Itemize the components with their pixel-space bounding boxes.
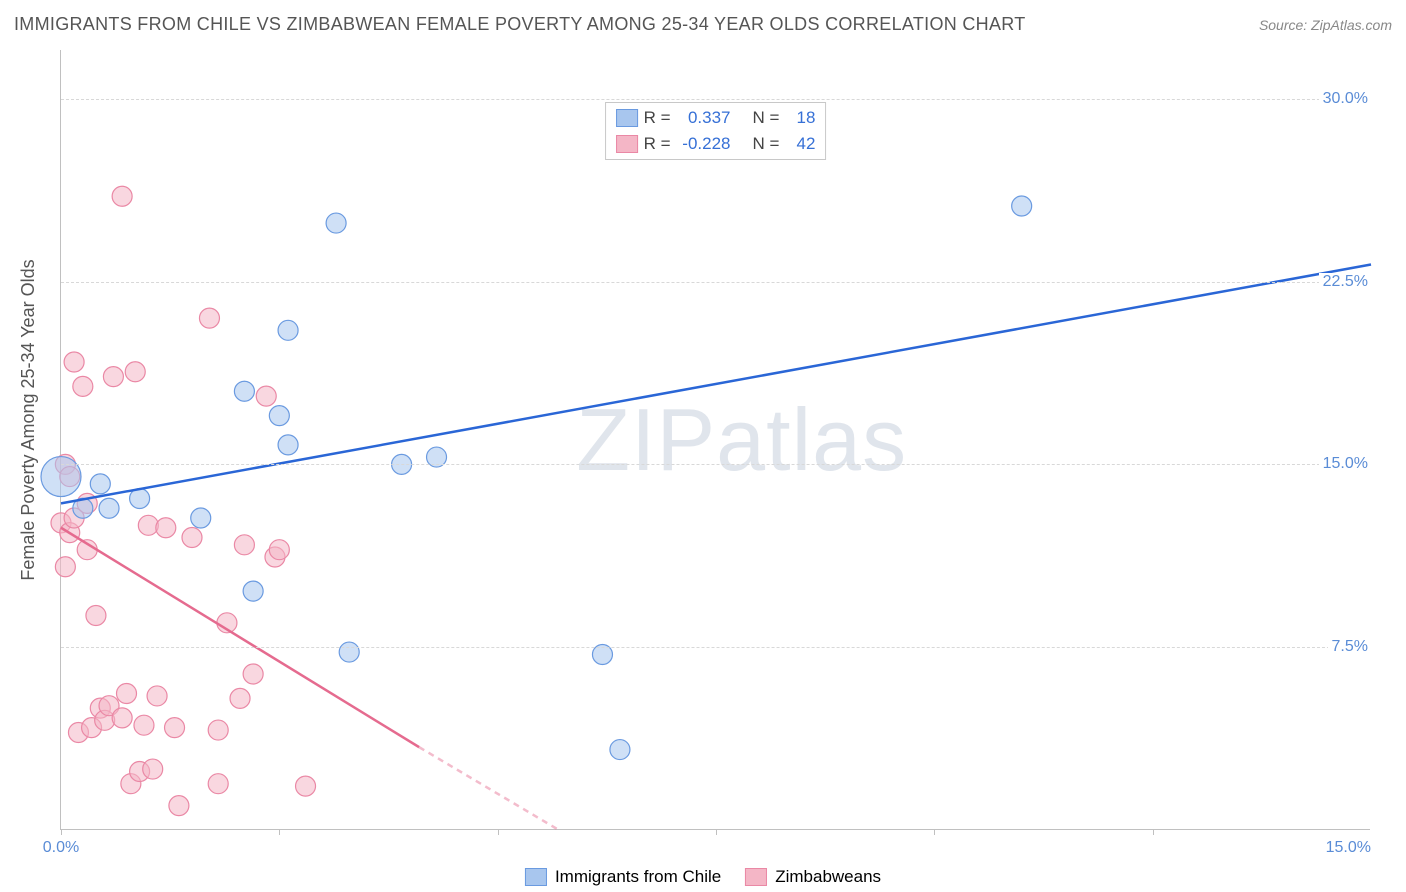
legend-series-item-2: Zimbabweans (745, 867, 881, 887)
n-value-1: 18 (785, 108, 815, 128)
y-tick-label: 15.0% (1319, 455, 1372, 473)
legend-series-1-label: Immigrants from Chile (555, 867, 721, 887)
swatch-series-2b-icon (745, 868, 767, 886)
x-tick (498, 829, 499, 835)
legend-correlation-row-2: R = -0.228 N = 42 (616, 131, 816, 157)
y-axis-label: Female Poverty Among 25-34 Year Olds (18, 259, 39, 580)
chart-svg (61, 50, 1370, 829)
x-tick (279, 829, 280, 835)
r-value-1: 0.337 (677, 108, 731, 128)
x-tick-label-max: 15.0% (1326, 839, 1371, 857)
r-label-2: R = (644, 134, 671, 154)
legend-series-2-label: Zimbabweans (775, 867, 881, 887)
legend-series-item-1: Immigrants from Chile (525, 867, 721, 887)
n-value-2: 42 (785, 134, 815, 154)
swatch-series-2-icon (616, 135, 638, 153)
swatch-series-1b-icon (525, 868, 547, 886)
r-value-2: -0.228 (677, 134, 731, 154)
legend-series: Immigrants from Chile Zimbabweans (517, 867, 889, 887)
x-tick-label: 0.0% (43, 839, 79, 857)
source-label: Source: ZipAtlas.com (1259, 17, 1392, 33)
swatch-series-1-icon (616, 109, 638, 127)
n-label-1: N = (753, 108, 780, 128)
plot-area: ZIPatlas R = 0.337 N = 18 R = -0.228 N =… (60, 50, 1370, 830)
legend-correlation-row-1: R = 0.337 N = 18 (616, 105, 816, 131)
x-tick (716, 829, 717, 835)
y-tick-label: 22.5% (1319, 273, 1372, 291)
x-tick (934, 829, 935, 835)
grid-line (61, 464, 1370, 465)
r-label-1: R = (644, 108, 671, 128)
x-tick (1153, 829, 1154, 835)
grid-line (61, 282, 1370, 283)
y-tick-label: 7.5% (1328, 638, 1372, 656)
n-label-2: N = (753, 134, 780, 154)
grid-line (61, 647, 1370, 648)
legend-correlation: R = 0.337 N = 18 R = -0.228 N = 42 (605, 102, 827, 160)
x-tick (61, 829, 62, 835)
chart-title: IMMIGRANTS FROM CHILE VS ZIMBABWEAN FEMA… (14, 14, 1026, 35)
y-tick-label: 30.0% (1319, 90, 1372, 108)
grid-line (61, 99, 1370, 100)
